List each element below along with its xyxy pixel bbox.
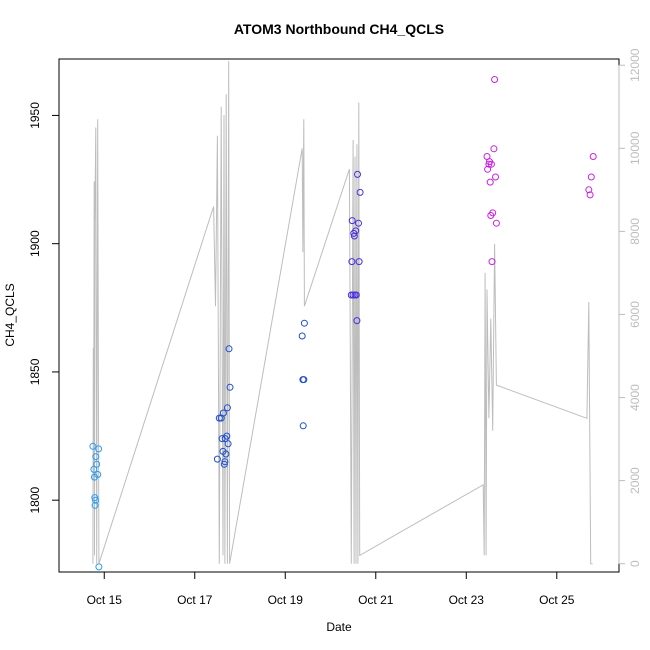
plot-frame [58, 58, 620, 573]
data-point-3-12 [492, 219, 500, 227]
x-tick-label-0: Oct 15 [87, 593, 123, 607]
data-point-1-12 [224, 440, 232, 448]
x-tick-label-1: Oct 17 [177, 593, 213, 607]
x-axis-label: Date [326, 620, 352, 634]
data-point-3-7 [488, 258, 496, 266]
data-point-2-12 [355, 258, 363, 266]
y2-tick-label-5: 10000 [628, 131, 642, 165]
data-point-1-9 [222, 450, 230, 458]
y2-axis: 0 2000 4000 6000 8000 10000 12000 [618, 48, 642, 567]
y-tick-label-1: 1850 [28, 358, 42, 385]
data-point-3-14 [586, 191, 594, 199]
data-point-3-1 [484, 165, 492, 173]
data-point-2-7 [352, 227, 360, 235]
data-point-3-16 [589, 153, 597, 160]
data-point-0-8 [94, 471, 102, 478]
y2-tick-label-4: 8000 [628, 218, 642, 245]
points-layer [89, 76, 597, 571]
x-tick-label-5: Oct 25 [539, 593, 575, 607]
data-point-1-7 [221, 458, 229, 466]
data-point-3-10 [491, 76, 499, 83]
data-point-0-10 [95, 563, 103, 571]
y-tick-label-3: 1950 [28, 102, 42, 129]
y-tick-label-0: 1800 [28, 487, 42, 514]
y2-tick-label-1: 2000 [628, 467, 642, 494]
data-point-0-7 [93, 460, 101, 468]
data-point-0-4 [91, 501, 99, 509]
data-point-1-15 [298, 332, 306, 340]
chart-title: ATOM3 Northbound CH4_QCLS [234, 21, 444, 37]
altitude-line-layer [92, 61, 593, 565]
y-axis-label: CH4_QCLS [3, 283, 17, 346]
x-axis: Oct 15 Oct 17 Oct 19 Oct 21 Oct 23 Oct 25 [87, 571, 575, 607]
x-tick-label-2: Oct 19 [268, 593, 304, 607]
data-point-2-8 [352, 291, 360, 299]
y2-tick-label-6: 12000 [628, 48, 642, 82]
data-point-1-0 [213, 455, 221, 463]
data-point-0-6 [92, 453, 100, 461]
y2-tick-label-0: 0 [628, 560, 642, 567]
data-point-1-10 [223, 432, 231, 440]
altitude-line [92, 61, 593, 565]
data-point-3-11 [492, 173, 499, 181]
data-point-1-5 [219, 409, 227, 417]
data-point-1-13 [225, 345, 233, 353]
y2-tick-label-2: 4000 [628, 384, 642, 411]
y-axis: 1800 1850 1900 1950 [28, 102, 60, 514]
data-point-1-1 [215, 414, 223, 422]
y-tick-label-2: 1900 [28, 230, 42, 257]
x-tick-label-3: Oct 21 [358, 593, 394, 607]
data-point-2-5 [350, 232, 358, 240]
data-point-2-2 [348, 217, 356, 225]
data-point-2-1 [348, 258, 356, 266]
data-point-2-10 [354, 170, 361, 178]
data-point-2-3 [349, 291, 357, 299]
data-point-3-2 [485, 160, 493, 168]
data-point-2-9 [353, 317, 361, 325]
data-point-1-14 [226, 383, 234, 391]
data-point-1-11 [223, 404, 231, 412]
data-point-2-11 [355, 219, 362, 227]
data-point-2-13 [356, 188, 364, 196]
data-point-1-19 [300, 319, 308, 327]
data-point-1-18 [300, 376, 308, 384]
data-point-0-0 [89, 442, 97, 450]
data-point-0-5 [92, 496, 99, 504]
data-point-1-17 [299, 422, 307, 430]
data-point-3-15 [587, 173, 595, 181]
data-point-0-9 [95, 445, 103, 453]
data-point-3-6 [487, 160, 495, 168]
data-point-3-9 [490, 145, 498, 153]
data-point-3-8 [489, 209, 497, 217]
data-point-3-4 [486, 178, 494, 186]
x-tick-label-4: Oct 23 [449, 593, 485, 607]
y2-tick-label-3: 6000 [628, 301, 642, 328]
data-point-1-6 [220, 460, 228, 468]
data-point-3-13 [585, 186, 593, 194]
